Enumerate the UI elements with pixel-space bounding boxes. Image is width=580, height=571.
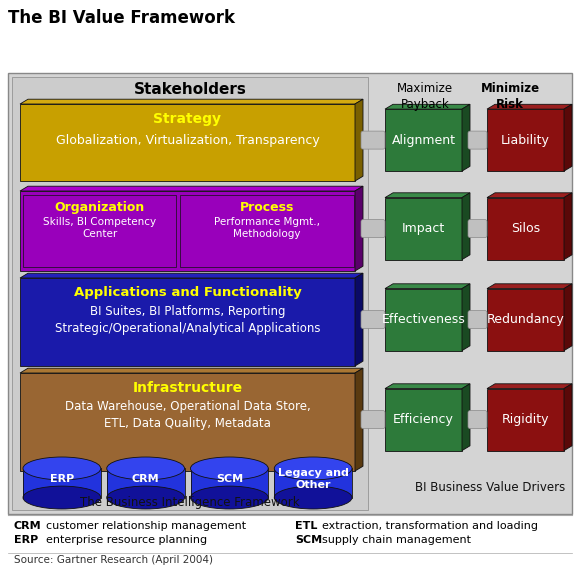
Polygon shape: [20, 104, 355, 181]
Polygon shape: [355, 99, 363, 181]
Polygon shape: [487, 288, 564, 351]
Text: CRM: CRM: [132, 474, 160, 484]
Ellipse shape: [190, 457, 268, 480]
Polygon shape: [190, 468, 268, 497]
Polygon shape: [385, 109, 462, 171]
Polygon shape: [462, 284, 470, 351]
Polygon shape: [20, 368, 363, 373]
Text: customer relationship management: customer relationship management: [46, 521, 246, 531]
Polygon shape: [23, 195, 176, 267]
Text: The BI Value Framework: The BI Value Framework: [8, 9, 235, 27]
Polygon shape: [385, 104, 470, 109]
Polygon shape: [462, 384, 470, 451]
Text: CRM: CRM: [14, 521, 42, 531]
Text: SCM: SCM: [216, 474, 243, 484]
FancyBboxPatch shape: [361, 411, 385, 429]
Text: Maximize
Payback: Maximize Payback: [397, 82, 453, 111]
Polygon shape: [8, 73, 572, 514]
Text: ERP: ERP: [50, 474, 74, 484]
Polygon shape: [564, 193, 572, 260]
Polygon shape: [385, 288, 462, 351]
Polygon shape: [385, 193, 470, 198]
Text: extraction, transformation and loading: extraction, transformation and loading: [322, 521, 538, 531]
Text: Minimize
Risk: Minimize Risk: [480, 82, 539, 111]
Polygon shape: [355, 186, 363, 271]
Ellipse shape: [107, 486, 184, 509]
Text: Effectiveness: Effectiveness: [382, 313, 465, 326]
Polygon shape: [462, 193, 470, 260]
Text: supply chain management: supply chain management: [322, 535, 471, 545]
Polygon shape: [20, 373, 355, 471]
Polygon shape: [355, 273, 363, 366]
Polygon shape: [487, 284, 572, 288]
Text: Stakeholders: Stakeholders: [133, 82, 246, 97]
Ellipse shape: [107, 457, 184, 480]
Polygon shape: [107, 468, 184, 497]
Text: BI Suites, BI Platforms, Reporting
Strategic/Operational/Analytical Applications: BI Suites, BI Platforms, Reporting Strat…: [55, 305, 320, 335]
Text: Globalization, Virtualization, Transparency: Globalization, Virtualization, Transpare…: [56, 134, 320, 147]
Ellipse shape: [274, 486, 352, 509]
Polygon shape: [20, 99, 363, 104]
Text: Applications and Functionality: Applications and Functionality: [74, 286, 302, 299]
Polygon shape: [20, 191, 355, 271]
Text: Efficiency: Efficiency: [393, 413, 454, 426]
Text: Performance Mgmt.,
Methodology: Performance Mgmt., Methodology: [214, 217, 320, 239]
Text: Source: Gartner Research (April 2004): Source: Gartner Research (April 2004): [14, 555, 213, 565]
Text: enterprise resource planning: enterprise resource planning: [46, 535, 207, 545]
Polygon shape: [385, 389, 462, 451]
Polygon shape: [487, 389, 564, 451]
Polygon shape: [487, 384, 572, 389]
FancyBboxPatch shape: [468, 411, 487, 429]
Polygon shape: [385, 284, 470, 288]
Text: Alignment: Alignment: [392, 134, 455, 147]
FancyBboxPatch shape: [361, 311, 385, 328]
Ellipse shape: [274, 457, 352, 480]
Text: SCM: SCM: [295, 535, 322, 545]
Polygon shape: [20, 186, 363, 191]
Text: Infrastructure: Infrastructure: [132, 381, 242, 395]
Polygon shape: [355, 368, 363, 471]
FancyBboxPatch shape: [468, 131, 487, 149]
Ellipse shape: [23, 457, 101, 480]
Polygon shape: [385, 384, 470, 389]
Ellipse shape: [190, 486, 268, 509]
Text: Redundancy: Redundancy: [487, 313, 564, 326]
Polygon shape: [180, 195, 354, 267]
Text: Silos: Silos: [511, 222, 540, 235]
Text: Impact: Impact: [402, 222, 445, 235]
Text: Process: Process: [240, 201, 295, 214]
Text: Rigidity: Rigidity: [502, 413, 549, 426]
Text: Strategy: Strategy: [154, 112, 222, 126]
Text: BI Business Value Drivers: BI Business Value Drivers: [415, 481, 565, 494]
Text: The Business Intelligence Framework: The Business Intelligence Framework: [80, 496, 300, 509]
Polygon shape: [564, 384, 572, 451]
Text: Data Warehouse, Operational Data Store,
ETL, Data Quality, Metadata: Data Warehouse, Operational Data Store, …: [64, 400, 310, 430]
Ellipse shape: [23, 486, 101, 509]
Polygon shape: [564, 284, 572, 351]
Polygon shape: [487, 198, 564, 260]
Polygon shape: [20, 273, 363, 278]
FancyBboxPatch shape: [468, 220, 487, 238]
Text: Organization: Organization: [55, 201, 145, 214]
Text: ERP: ERP: [14, 535, 38, 545]
Polygon shape: [20, 278, 355, 366]
Text: Liability: Liability: [501, 134, 550, 147]
Polygon shape: [12, 77, 368, 510]
FancyBboxPatch shape: [468, 311, 487, 328]
Text: Skills, BI Competency
Center: Skills, BI Competency Center: [43, 217, 156, 239]
Polygon shape: [462, 104, 470, 171]
FancyBboxPatch shape: [361, 220, 385, 238]
FancyBboxPatch shape: [361, 131, 385, 149]
Polygon shape: [487, 193, 572, 198]
Text: ETL: ETL: [295, 521, 317, 531]
Polygon shape: [487, 104, 572, 109]
Polygon shape: [23, 468, 101, 497]
Polygon shape: [487, 109, 564, 171]
Polygon shape: [564, 104, 572, 171]
Text: Legacy and
Other: Legacy and Other: [278, 468, 349, 490]
Polygon shape: [385, 198, 462, 260]
Polygon shape: [274, 468, 352, 497]
